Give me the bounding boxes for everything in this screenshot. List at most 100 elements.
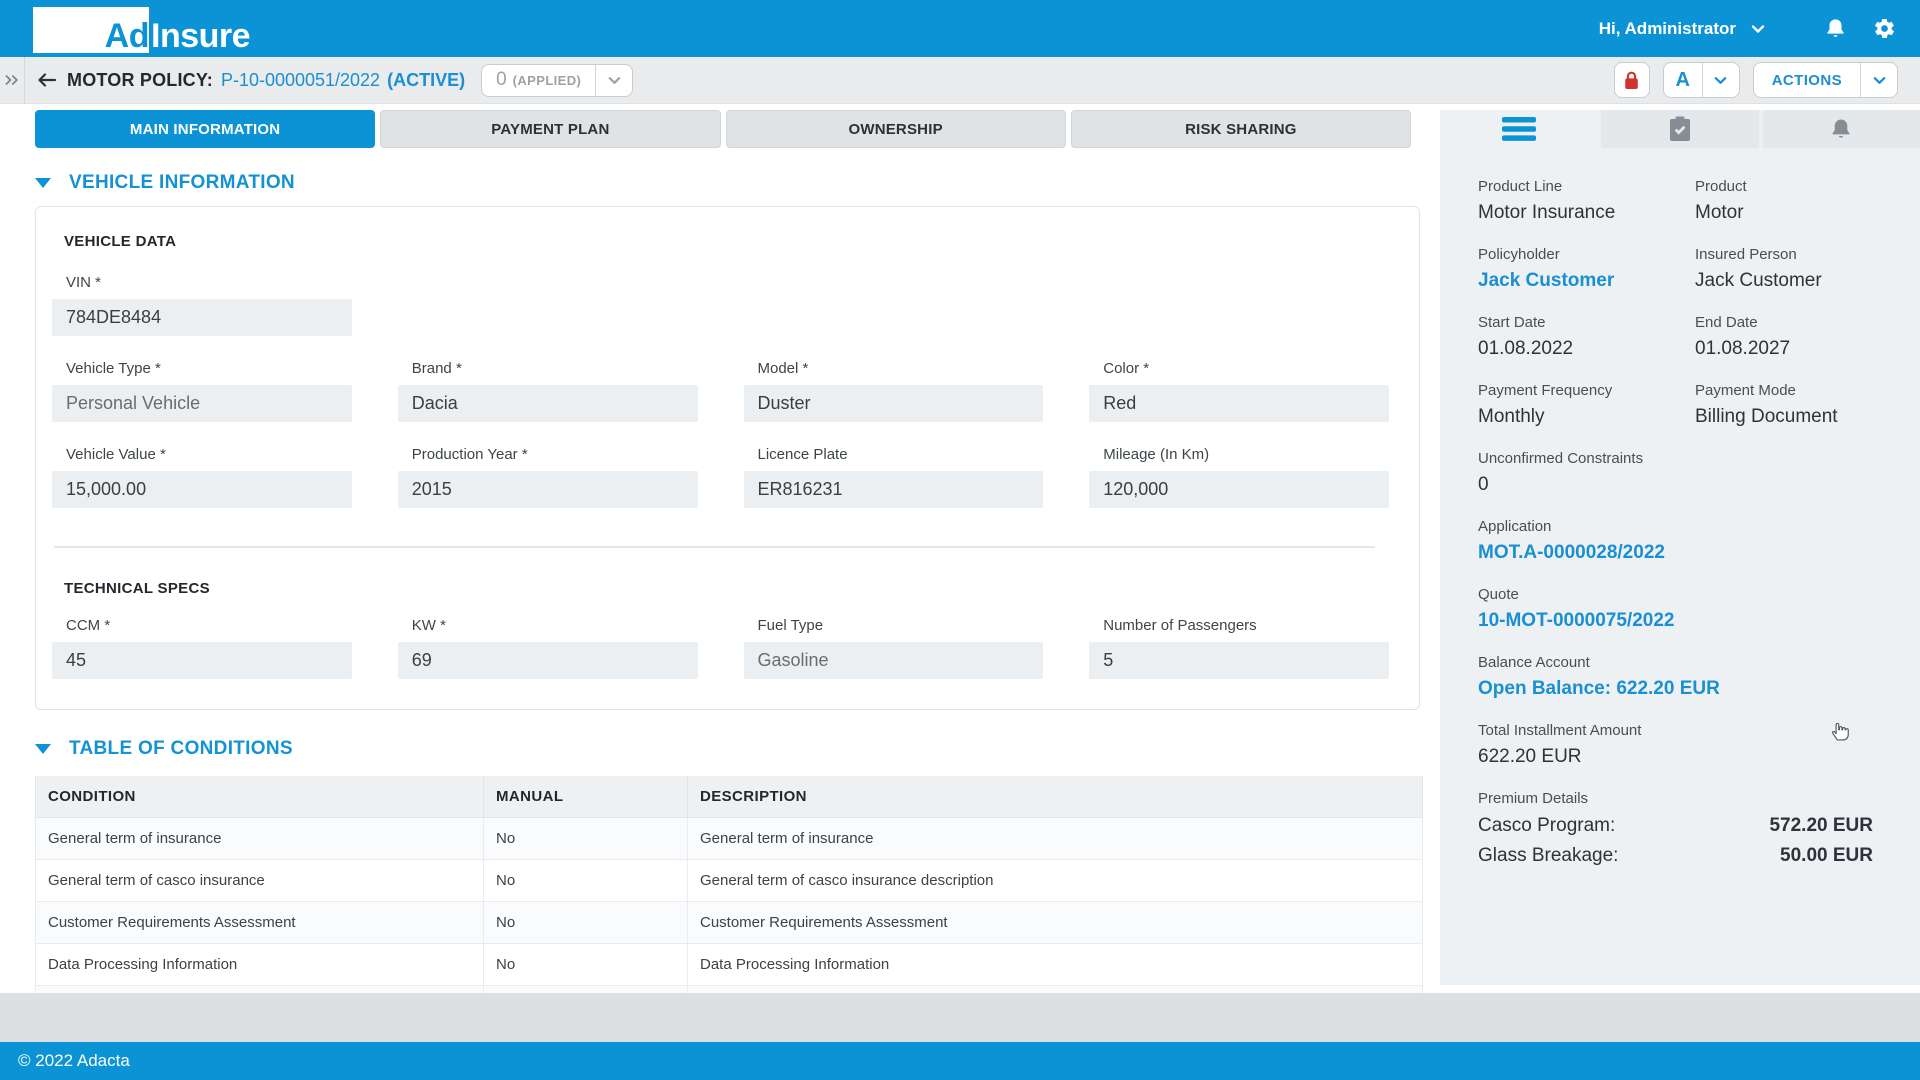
collapse-triangle-icon[interactable] bbox=[35, 744, 51, 754]
fuel-type-select[interactable]: Gasoline bbox=[743, 642, 1044, 679]
collapse-triangle-icon[interactable] bbox=[35, 178, 51, 188]
chevron-down-icon bbox=[608, 76, 621, 84]
field-mileage: Mileage (In Km) 120,000 bbox=[1089, 446, 1389, 508]
table-header-row: CONDITION MANUAL DESCRIPTION bbox=[35, 776, 1423, 818]
column-header-description[interactable]: DESCRIPTION bbox=[687, 776, 1423, 818]
version-a-split-button[interactable]: A bbox=[1662, 62, 1740, 98]
color-input[interactable]: Red bbox=[1089, 385, 1389, 422]
adinsure-logo[interactable]: Ad Insure bbox=[33, 6, 251, 53]
sidebar-tab-tasks[interactable] bbox=[1601, 110, 1759, 148]
tab-payment-plan[interactable]: PAYMENT PLAN bbox=[380, 110, 721, 148]
applied-chevron-button[interactable] bbox=[596, 73, 632, 88]
summary-label: Payment Mode bbox=[1695, 382, 1796, 399]
logo-box: Ad bbox=[33, 6, 150, 53]
expand-panel-button[interactable] bbox=[0, 57, 25, 103]
product-value: Motor bbox=[1695, 202, 1744, 223]
field-label: CCM * bbox=[66, 617, 111, 634]
actions-label: ACTIONS bbox=[1771, 71, 1842, 89]
insured-person-value: Jack Customer bbox=[1695, 270, 1822, 291]
tab-ownership[interactable]: OWNERSHIP bbox=[725, 110, 1066, 148]
summary-label: Payment Frequency bbox=[1478, 382, 1613, 399]
field-label: Color * bbox=[1103, 360, 1150, 377]
bottom-spacer bbox=[0, 993, 1920, 1042]
cell-manual: No bbox=[483, 859, 688, 902]
policy-status-badge: (ACTIVE) bbox=[387, 69, 466, 90]
brand-input[interactable]: Dacia bbox=[397, 385, 698, 422]
cell-condition: Customer Requirements Assessment bbox=[35, 901, 484, 944]
applied-count: 0 bbox=[496, 69, 507, 90]
column-header-condition[interactable]: CONDITION bbox=[35, 776, 484, 818]
field-color: Color * Red bbox=[1089, 360, 1389, 422]
field-production-year: Production Year * 2015 bbox=[397, 446, 698, 508]
model-input[interactable]: Duster bbox=[743, 385, 1044, 422]
version-chevron-button[interactable] bbox=[1703, 73, 1739, 88]
button-divider bbox=[1701, 63, 1703, 97]
tab-risk-sharing[interactable]: RISK SHARING bbox=[1070, 110, 1411, 148]
passengers-input[interactable]: 5 bbox=[1089, 642, 1389, 679]
main-tab-bar: MAIN INFORMATION PAYMENT PLAN OWNERSHIP … bbox=[35, 110, 1411, 148]
policy-number-link[interactable]: P-10-0000051/2022 bbox=[220, 69, 381, 90]
summary-label: End Date bbox=[1695, 314, 1758, 331]
table-row[interactable]: Data Processing Information No Data Proc… bbox=[35, 943, 1423, 986]
field-label: Brand * bbox=[411, 360, 462, 377]
cell-condition: General term of insurance bbox=[35, 817, 484, 860]
policyholder-link[interactable]: Jack Customer bbox=[1478, 270, 1615, 291]
tab-main-information[interactable]: MAIN INFORMATION bbox=[35, 110, 376, 148]
technical-specs-title: TECHNICAL SPECS bbox=[64, 580, 210, 597]
vehicle-information-heading: VEHICLE INFORMATION bbox=[69, 172, 295, 193]
open-balance-link[interactable]: Open Balance: 622.20 EUR bbox=[1478, 678, 1720, 699]
premium-details-block: Premium Details Casco Program: 572.20 EU… bbox=[1478, 790, 1873, 867]
kw-input[interactable]: 69 bbox=[397, 642, 698, 679]
cell-description: Customer Requirements Assessment bbox=[687, 901, 1423, 944]
vehicle-type-select[interactable]: Personal Vehicle bbox=[52, 385, 352, 422]
cell-manual: No bbox=[483, 901, 688, 944]
actions-chevron-button[interactable] bbox=[1861, 73, 1897, 88]
lock-icon bbox=[1625, 71, 1638, 89]
lock-button[interactable] bbox=[1613, 62, 1650, 98]
back-button[interactable] bbox=[37, 72, 57, 88]
settings-gear-icon[interactable] bbox=[1873, 17, 1896, 40]
main-content: VEHICLE INFORMATION VEHICLE DATA VIN * 7… bbox=[0, 148, 1426, 993]
user-menu[interactable]: Hi, Administrator bbox=[1598, 18, 1736, 38]
vehicle-value-input[interactable]: 15,000.00 bbox=[52, 471, 352, 508]
table-row[interactable]: Customer Requirements Assessment No Cust… bbox=[35, 901, 1423, 944]
conditions-table: CONDITION MANUAL DESCRIPTION General ter… bbox=[35, 776, 1423, 993]
chevron-down-icon[interactable] bbox=[1750, 21, 1766, 37]
mileage-input[interactable]: 120,000 bbox=[1089, 471, 1389, 508]
premium-item-name: Casco Program: bbox=[1478, 815, 1616, 836]
table-row[interactable]: General term of insurance No General ter… bbox=[35, 817, 1423, 860]
field-label: Fuel Type bbox=[757, 617, 824, 634]
summary-label: Start Date bbox=[1478, 314, 1546, 331]
entity-type-title: MOTOR POLICY: bbox=[67, 69, 213, 90]
arrow-left-icon bbox=[38, 73, 57, 87]
cell-condition bbox=[35, 985, 484, 993]
field-label: Licence Plate bbox=[757, 446, 848, 463]
sidebar-tab-summary[interactable] bbox=[1440, 110, 1598, 148]
vehicle-data-card: VEHICLE DATA VIN * 784DE8484 Vehicle Typ… bbox=[35, 206, 1420, 710]
licence-plate-input[interactable]: ER816231 bbox=[743, 471, 1044, 508]
field-label: Number of Passengers bbox=[1103, 617, 1257, 634]
table-row[interactable] bbox=[35, 985, 1423, 993]
column-header-manual[interactable]: MANUAL bbox=[483, 776, 688, 818]
ccm-input[interactable]: 45 bbox=[52, 642, 352, 679]
vehicle-data-title: VEHICLE DATA bbox=[64, 233, 177, 250]
field-label: KW * bbox=[411, 617, 446, 634]
actions-split-button[interactable]: ACTIONS bbox=[1752, 62, 1898, 98]
field-label: Vehicle Value * bbox=[66, 446, 166, 463]
sidebar-tab-notifications[interactable] bbox=[1762, 110, 1920, 148]
summary-label: Application bbox=[1478, 518, 1552, 535]
application-link[interactable]: MOT.A-0000028/2022 bbox=[1478, 542, 1665, 563]
vin-input[interactable]: 784DE8484 bbox=[52, 299, 352, 336]
production-year-input[interactable]: 2015 bbox=[397, 471, 698, 508]
quote-link[interactable]: 10-MOT-0000075/2022 bbox=[1478, 610, 1675, 631]
cell-manual bbox=[483, 985, 688, 993]
entity-toolbar: MOTOR POLICY: P-10-0000051/2022 (ACTIVE)… bbox=[0, 57, 1920, 104]
cell-condition: General term of casco insurance bbox=[35, 859, 484, 902]
total-installment-value: 622.20 EUR bbox=[1478, 746, 1582, 767]
notifications-bell-icon[interactable] bbox=[1824, 17, 1847, 40]
field-vin: VIN * 784DE8484 bbox=[52, 274, 352, 336]
summary-label: Product Line bbox=[1478, 178, 1563, 195]
applied-versions-dropdown[interactable]: 0 (APPLIED) bbox=[481, 63, 634, 97]
policy-summary-sidebar: Product Line Motor Insurance Product Mot… bbox=[1440, 110, 1920, 985]
table-row[interactable]: General term of casco insurance No Gener… bbox=[35, 859, 1423, 902]
